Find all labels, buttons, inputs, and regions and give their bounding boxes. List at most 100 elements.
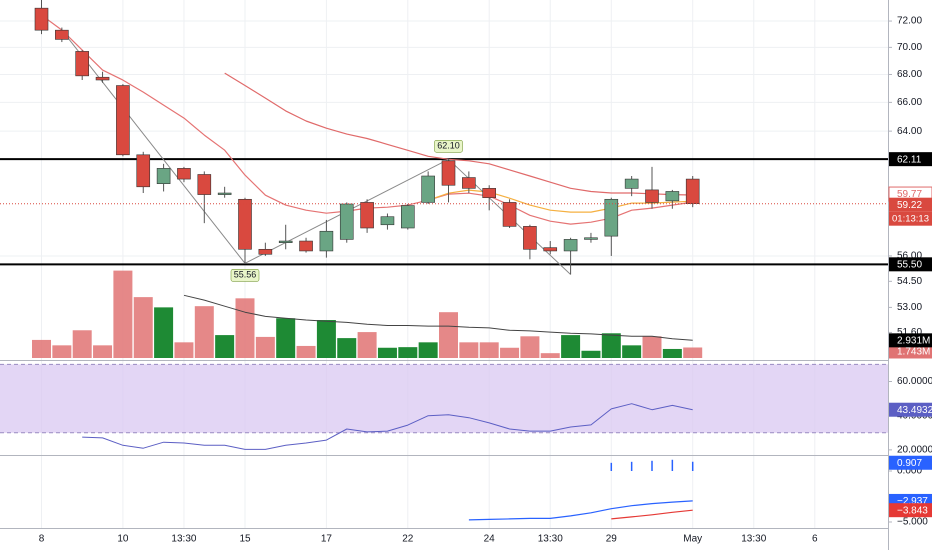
y-tick-label: 0.000 — [897, 466, 922, 477]
y-tick-label: −5.000 — [897, 517, 928, 528]
candle-body — [624, 178, 639, 189]
axis-value-box — [889, 152, 932, 167]
candle-body — [543, 247, 558, 252]
candle-body — [523, 226, 537, 250]
volume-bar — [642, 336, 662, 358]
y-tick-label: 64.00 — [897, 126, 922, 137]
moving-average-line — [428, 189, 693, 213]
volume-bar — [276, 318, 296, 358]
x-tick-label: 13:30 — [171, 534, 196, 545]
rsi-band — [0, 364, 888, 433]
candle-body — [95, 76, 110, 81]
candle-body — [482, 188, 497, 199]
axis-value-label: 59.22 — [897, 200, 922, 211]
volume-bar — [357, 332, 377, 358]
volume-bar — [622, 345, 642, 358]
candle-body — [685, 178, 700, 204]
x-tick-label: 13:30 — [741, 534, 766, 545]
candle-body — [278, 240, 293, 243]
axis-value-box — [889, 344, 932, 359]
candle-body — [339, 203, 354, 240]
candle-body — [197, 174, 212, 195]
y-tick-label: 72.00 — [897, 16, 922, 27]
volume-bar — [113, 270, 133, 358]
pivot-label-box — [230, 269, 260, 282]
candle-body — [299, 240, 313, 252]
candle-body — [319, 230, 334, 252]
rsi-lines — [82, 403, 693, 450]
histogram-bar — [691, 461, 694, 471]
price-panel: 55.56 62.10 — [0, 0, 888, 282]
y-tick-label: 54.50 — [897, 276, 922, 287]
volume-bar — [255, 336, 275, 358]
histogram-bar — [651, 460, 653, 471]
candle-body — [462, 177, 476, 189]
axis-value-label: 62.11 — [897, 154, 922, 165]
x-tick-label: 22 — [402, 534, 414, 545]
axis-value-box — [889, 197, 932, 212]
histogram-bar — [610, 462, 613, 471]
volume-bar — [418, 342, 438, 358]
candle-body — [645, 189, 659, 203]
x-tick-label: 29 — [606, 534, 618, 545]
volume-bar — [215, 335, 235, 358]
volume-bar — [72, 330, 92, 358]
y-tick-label: 53.00 — [897, 302, 922, 313]
candle-body — [75, 51, 89, 77]
volume-bar — [133, 297, 153, 358]
y-tick-label: 51.60 — [897, 327, 922, 338]
pivot-label: 55.56 — [234, 270, 257, 280]
histogram-bar — [671, 459, 674, 471]
candle-body — [441, 160, 456, 186]
y-tick-label: 60.0000 — [897, 376, 932, 387]
volume-bar — [154, 307, 174, 358]
volume-bar — [52, 345, 72, 358]
x-tick-label: 6 — [812, 534, 818, 545]
x-tick-label: 13:30 — [538, 534, 563, 545]
countdown-label: 01:13:13 — [892, 214, 929, 225]
countdown-box — [889, 211, 932, 226]
axis-value-label: 1.743M — [897, 347, 930, 358]
candle-body — [238, 198, 252, 250]
volume-bar — [439, 312, 458, 358]
volume-bar — [174, 342, 194, 358]
candle-body — [258, 248, 273, 255]
axis-value-label: 43.4932 — [897, 405, 932, 416]
axes: 72.00 70.00 68.00 66.00 64.00 56.00 54.50 53.00… — [39, 16, 932, 545]
volume-bar — [479, 342, 499, 358]
axis-value-box — [889, 455, 932, 470]
x-tick-label: 15 — [239, 534, 251, 545]
candle-body — [584, 237, 598, 240]
candle-body — [604, 198, 619, 237]
volume-bar — [459, 342, 479, 358]
volume-bar — [377, 347, 397, 358]
axis-value-box — [889, 503, 932, 518]
candle-body — [217, 192, 232, 195]
x-tick-label: May — [683, 534, 702, 545]
candle-body — [665, 191, 680, 202]
candle-body — [400, 205, 415, 229]
candle-body — [380, 216, 395, 226]
volume-bar — [540, 353, 560, 358]
moving-average-line — [224, 72, 693, 196]
volume-bar — [194, 306, 214, 358]
y-tick-label: 70.00 — [897, 42, 922, 53]
macd-panel — [468, 459, 694, 521]
axis-value-label: 0.907 — [897, 458, 922, 469]
volume-bar — [601, 333, 621, 358]
volume-bar — [581, 350, 601, 358]
pivot-label: 62.10 — [437, 141, 460, 151]
y-tick-label: 20.0000 — [897, 445, 932, 456]
axis-value-box — [889, 257, 932, 272]
candle-body — [136, 154, 151, 188]
axis-value-label: −3.843 — [897, 505, 928, 516]
volume-bar — [500, 347, 520, 358]
candle-body — [34, 7, 49, 31]
candle-body — [502, 202, 517, 227]
y-tick-label: 68.00 — [897, 69, 922, 80]
histogram-bar — [630, 461, 633, 471]
volume-bar — [662, 348, 682, 358]
signal-line — [611, 509, 693, 520]
